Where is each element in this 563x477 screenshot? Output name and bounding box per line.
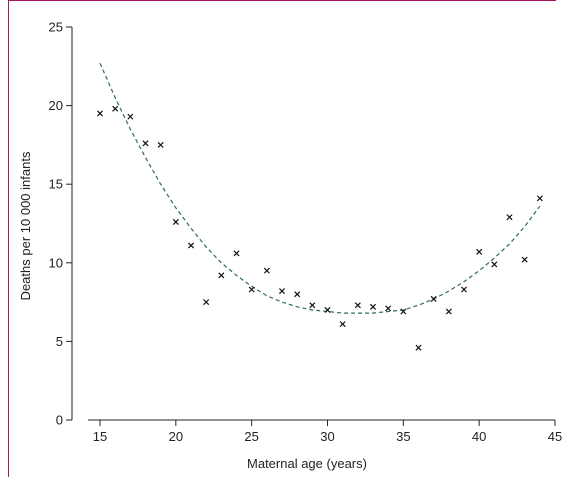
data-point — [491, 261, 498, 268]
fitted-trend-line — [99, 62, 541, 314]
data-point — [354, 302, 361, 309]
data-point — [324, 306, 331, 313]
data-point — [218, 272, 225, 279]
x-tick-label: 45 — [548, 429, 562, 444]
y-tick-label: 0 — [56, 413, 63, 428]
data-point — [460, 286, 468, 293]
x-tick-label: 15 — [93, 429, 107, 444]
data-point — [233, 250, 240, 257]
data-points — [96, 105, 543, 351]
x-axis-title: Maternal age (years) — [247, 456, 367, 471]
data-point — [294, 291, 301, 298]
x-tick-label: 35 — [396, 429, 410, 444]
y-tick-label: 5 — [56, 334, 63, 349]
data-point — [430, 295, 437, 302]
data-point — [521, 256, 528, 263]
x-tick-label: 20 — [169, 429, 183, 444]
data-point — [506, 214, 513, 221]
data-point — [187, 242, 195, 249]
data-point — [157, 141, 164, 148]
data-point — [536, 195, 543, 202]
data-point — [369, 303, 377, 310]
data-point — [172, 218, 179, 225]
x-tick-label: 30 — [320, 429, 334, 444]
data-point — [309, 302, 316, 309]
y-axis-title: Deaths per 10 000 infants — [18, 151, 33, 300]
y-tick-label: 25 — [49, 20, 63, 35]
y-tick-label: 15 — [49, 177, 63, 192]
data-point — [112, 105, 119, 112]
data-point — [96, 110, 104, 117]
data-point — [278, 288, 286, 295]
data-point — [127, 113, 134, 120]
y-tick-label: 10 — [49, 255, 63, 270]
data-point — [385, 305, 392, 312]
x-axis: 15 20 25 30 35 40 45 — [88, 419, 562, 444]
data-point — [445, 308, 452, 315]
y-tick-label: 20 — [49, 98, 63, 113]
data-point — [142, 140, 149, 147]
data-point — [248, 286, 255, 293]
y-axis: 0 5 10 15 20 25 — [49, 20, 73, 428]
data-point — [415, 344, 422, 351]
x-tick-label: 25 — [244, 429, 258, 444]
x-tick-label: 40 — [472, 429, 486, 444]
data-point — [400, 308, 407, 315]
data-point — [476, 248, 483, 255]
data-point — [203, 299, 210, 306]
data-point — [263, 267, 270, 274]
data-point — [339, 321, 346, 328]
